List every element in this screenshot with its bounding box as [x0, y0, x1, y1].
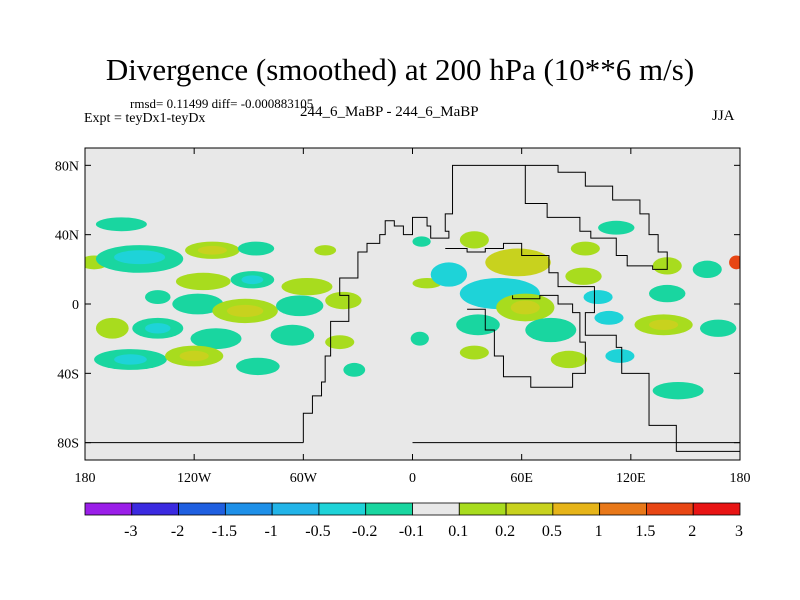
colorbar-swatch [318, 502, 367, 516]
field-blob [175, 272, 231, 291]
coastlines [85, 164, 740, 452]
colorbar-swatch [365, 502, 413, 516]
colorbar-label: -2 [171, 523, 184, 540]
x-tick-label: 120W [177, 471, 212, 486]
y-tick-label: 80N [55, 159, 79, 174]
colorbar-label: 1 [595, 523, 603, 540]
colorbar-swatch [458, 502, 507, 516]
colorbar-swatch [692, 502, 741, 516]
field-blob [550, 350, 588, 369]
field-blob [145, 290, 171, 305]
field-blob [114, 354, 147, 365]
field-blob [410, 331, 429, 346]
field-blob [456, 314, 500, 336]
colorbar-swatch [131, 502, 179, 516]
field-blob [190, 328, 242, 350]
colorbar-swatch [271, 502, 320, 516]
field-blob [583, 290, 613, 305]
stats-line: rmsd= 0.11499 diff= -0.000883105 [130, 96, 314, 111]
x-tick-label: 0 [409, 471, 416, 486]
colorbar: -3 -2 -1.5 -1 -0.5 -0.2 -0.1 0.1 0.2 0.5 1 1.5 2 3 [84, 502, 743, 540]
y-tick-label: 40S [57, 367, 79, 382]
field-blob [270, 324, 315, 346]
colorbar-label: -1 [264, 523, 277, 540]
field-blob [237, 241, 275, 256]
colorbar-swatch [412, 502, 460, 516]
field-blob [114, 250, 166, 265]
field-blob [459, 231, 489, 249]
field-blob [570, 241, 600, 256]
colorbar-label: 0.1 [448, 523, 468, 540]
colorbar-swatch [84, 502, 133, 516]
colorbar-label: 1.5 [635, 523, 655, 540]
colorbar-label: -0.1 [399, 523, 424, 540]
field-blob [325, 335, 355, 350]
field-blob [598, 220, 635, 235]
field-blob [197, 245, 227, 255]
field-blob [236, 357, 280, 376]
field-blob [276, 295, 324, 317]
field-blob [649, 319, 679, 330]
field-blob [343, 362, 366, 377]
coastline [445, 242, 740, 452]
field-blob [95, 317, 129, 339]
field-blob [281, 278, 333, 296]
field-blob [510, 300, 540, 315]
y-tick-label: 0 [72, 298, 79, 313]
field-blob [241, 275, 264, 285]
colorbar-label: 0.2 [495, 523, 515, 540]
coastline [467, 294, 586, 388]
field-blob [95, 217, 147, 232]
colorbar-label: -1.5 [212, 523, 237, 540]
colorbar-label: -0.5 [305, 523, 330, 540]
colorbar-swatch [178, 502, 226, 516]
field-blob [649, 284, 686, 303]
field-blob [692, 260, 722, 279]
field-blob [325, 291, 362, 310]
x-tick-label: 180 [75, 471, 96, 486]
colorbar-label: -3 [124, 523, 137, 540]
y-tick-label: 40N [55, 229, 79, 244]
field-blob [699, 319, 737, 337]
field-blob [525, 317, 577, 343]
field-blob [729, 255, 740, 270]
colorbar-label: 2 [688, 523, 696, 540]
field-blob [412, 236, 431, 247]
colorbar-swatch [505, 502, 554, 516]
chart-title: Divergence (smoothed) at 200 hPa (10**6 … [105, 52, 695, 87]
field-blob [565, 267, 602, 285]
x-tick-label: 60E [510, 471, 533, 486]
field-blob [145, 323, 171, 334]
field-blob [652, 382, 704, 400]
colorbar-label: 3 [735, 523, 743, 540]
field-blob [485, 248, 551, 277]
y-tick-label: 80S [57, 437, 79, 452]
colorbar-label: 0.5 [542, 523, 562, 540]
field-blob [314, 245, 337, 256]
field-blob [430, 262, 468, 287]
season-label: JJA [712, 108, 735, 124]
colorbar-swatch [552, 502, 601, 516]
axis-ticks: 180 120W 60W 0 60E 120E 180 80N 40N 0 40S 80S [55, 148, 751, 486]
x-tick-label: 180 [730, 471, 751, 486]
field-blob [605, 349, 635, 363]
colorbar-swatch [646, 502, 694, 516]
field-blob [594, 310, 624, 325]
colorbar-label: -0.2 [352, 523, 377, 540]
x-tick-label: 60W [290, 471, 318, 486]
runs-label: 244_6_MaBP - 244_6_MaBP [300, 104, 479, 120]
field-blob [459, 345, 489, 360]
field-blob [226, 304, 264, 317]
field-blob [172, 293, 224, 315]
coastline [302, 164, 668, 443]
x-tick-label: 120E [616, 471, 646, 486]
colorbar-swatch [599, 502, 647, 516]
colorbar-swatch [224, 502, 273, 516]
field-blob [179, 350, 209, 362]
experiment-label: Expt = teyDx1-teyDx [84, 111, 206, 126]
